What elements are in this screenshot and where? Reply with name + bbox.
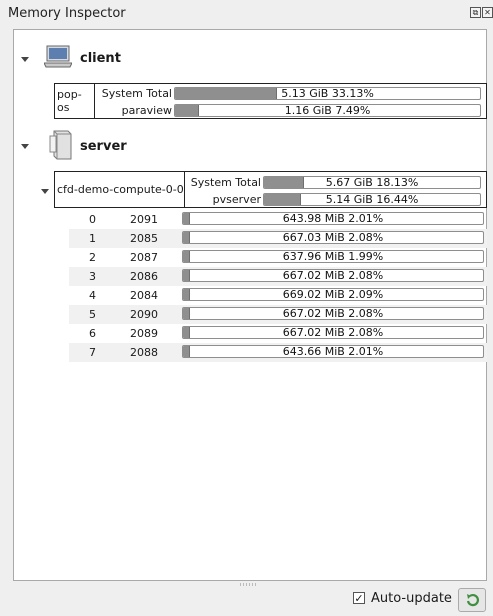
rank-index: 0 [89, 213, 96, 226]
server-expander[interactable] [21, 144, 29, 149]
rank-index: 4 [89, 289, 96, 302]
refresh-button[interactable] [458, 588, 486, 612]
rank-memory-bar: 667.02 MiB 2.08% [182, 269, 484, 282]
rank-memory-value: 637.96 MiB 1.99% [282, 250, 384, 263]
client-system-total-bar: 5.13 GiB 33.13% [174, 87, 481, 100]
system-total-label: System Total [101, 87, 172, 100]
rank-pid: 2087 [130, 251, 158, 264]
process-label: paraview [121, 104, 172, 117]
host-expander[interactable] [41, 189, 49, 194]
rank-row[interactable]: 6 2089 667.02 MiB 2.08% [69, 324, 487, 343]
rank-memory-bar: 637.96 MiB 1.99% [182, 250, 484, 263]
resize-grip[interactable] [240, 583, 256, 586]
server-label: server [80, 139, 127, 154]
process-label: pvserver [212, 193, 261, 206]
title-bar: Memory Inspector ⧉ ✕ [0, 0, 493, 26]
rank-row[interactable]: 2 2087 637.96 MiB 1.99% [69, 248, 487, 267]
client-process-bar: 1.16 GiB 7.49% [174, 104, 481, 117]
server-process-value: 5.14 GiB 16.44% [325, 193, 419, 206]
rank-pid: 2084 [130, 289, 158, 302]
rank-index: 2 [89, 251, 96, 264]
server-tower-icon [48, 130, 72, 163]
rank-memory-value: 667.02 MiB 2.08% [282, 326, 384, 339]
rank-memory-bar: 667.02 MiB 2.08% [182, 326, 484, 339]
rank-memory-value: 643.98 MiB 2.01% [282, 212, 384, 225]
rank-index: 5 [89, 308, 96, 321]
client-label: client [80, 51, 121, 66]
rank-row[interactable]: 3 2086 667.02 MiB 2.08% [69, 267, 487, 286]
rank-memory-bar: 669.02 MiB 2.09% [182, 288, 484, 301]
rank-memory-bar: 667.03 MiB 2.08% [182, 231, 484, 244]
system-total-label: System Total [190, 176, 261, 189]
rank-row[interactable]: 5 2090 667.02 MiB 2.08% [69, 305, 487, 324]
close-icon[interactable]: ✕ [482, 7, 493, 18]
client-system-total-value: 5.13 GiB 33.13% [281, 87, 374, 100]
rank-memory-value: 667.02 MiB 2.08% [282, 269, 384, 282]
rank-memory-value: 667.03 MiB 2.08% [282, 231, 384, 244]
server-process-bar: 5.14 GiB 16.44% [263, 193, 481, 206]
rank-index: 7 [89, 346, 96, 359]
rank-memory-bar: 643.98 MiB 2.01% [182, 212, 484, 225]
rank-index: 6 [89, 327, 96, 340]
rank-pid: 2086 [130, 270, 158, 283]
rank-row[interactable]: 1 2085 667.03 MiB 2.08% [69, 229, 487, 248]
rank-pid: 2090 [130, 308, 158, 321]
server-system-total-value: 5.67 GiB 18.13% [325, 176, 419, 189]
client-host-panel: pop-os System Total 5.13 GiB 33.13% para… [54, 83, 487, 119]
rank-memory-value: 669.02 MiB 2.09% [282, 288, 384, 301]
rank-row[interactable]: 4 2084 669.02 MiB 2.09% [69, 286, 487, 305]
rank-memory-value: 667.02 MiB 2.08% [282, 307, 384, 320]
auto-update-label[interactable]: Auto-update [371, 591, 452, 606]
rank-pid: 2085 [130, 232, 158, 245]
rank-pid: 2089 [130, 327, 158, 340]
auto-update-checkbox[interactable]: ✓ [353, 592, 365, 605]
rank-row[interactable]: 7 2088 643.66 MiB 2.01% [69, 343, 487, 362]
rank-pid: 2088 [130, 346, 158, 359]
rank-memory-bar: 667.02 MiB 2.08% [182, 307, 484, 320]
rank-pid: 2091 [130, 213, 158, 226]
server-host-panel: cfd-demo-compute-0-0 System Total 5.67 G… [54, 171, 487, 208]
client-hostname: pop-os [55, 84, 95, 118]
client-expander[interactable] [21, 57, 29, 62]
rank-memory-bar: 643.66 MiB 2.01% [182, 345, 484, 358]
laptop-icon [43, 45, 73, 72]
client-process-value: 1.16 GiB 7.49% [284, 104, 371, 117]
rank-index: 1 [89, 232, 96, 245]
float-icon[interactable]: ⧉ [470, 7, 481, 18]
window-title: Memory Inspector [8, 6, 126, 21]
refresh-icon [465, 592, 481, 611]
inspector-tree: client pop-os System Total 5.13 GiB 33.1… [13, 29, 487, 581]
server-system-total-bar: 5.67 GiB 18.13% [263, 176, 481, 189]
bottom-bar: ✓ Auto-update [0, 583, 493, 616]
server-hostname: cfd-demo-compute-0-0 [55, 172, 185, 207]
rank-row[interactable]: 0 2091 643.98 MiB 2.01% [69, 210, 487, 229]
rank-memory-value: 643.66 MiB 2.01% [282, 345, 384, 358]
rank-index: 3 [89, 270, 96, 283]
